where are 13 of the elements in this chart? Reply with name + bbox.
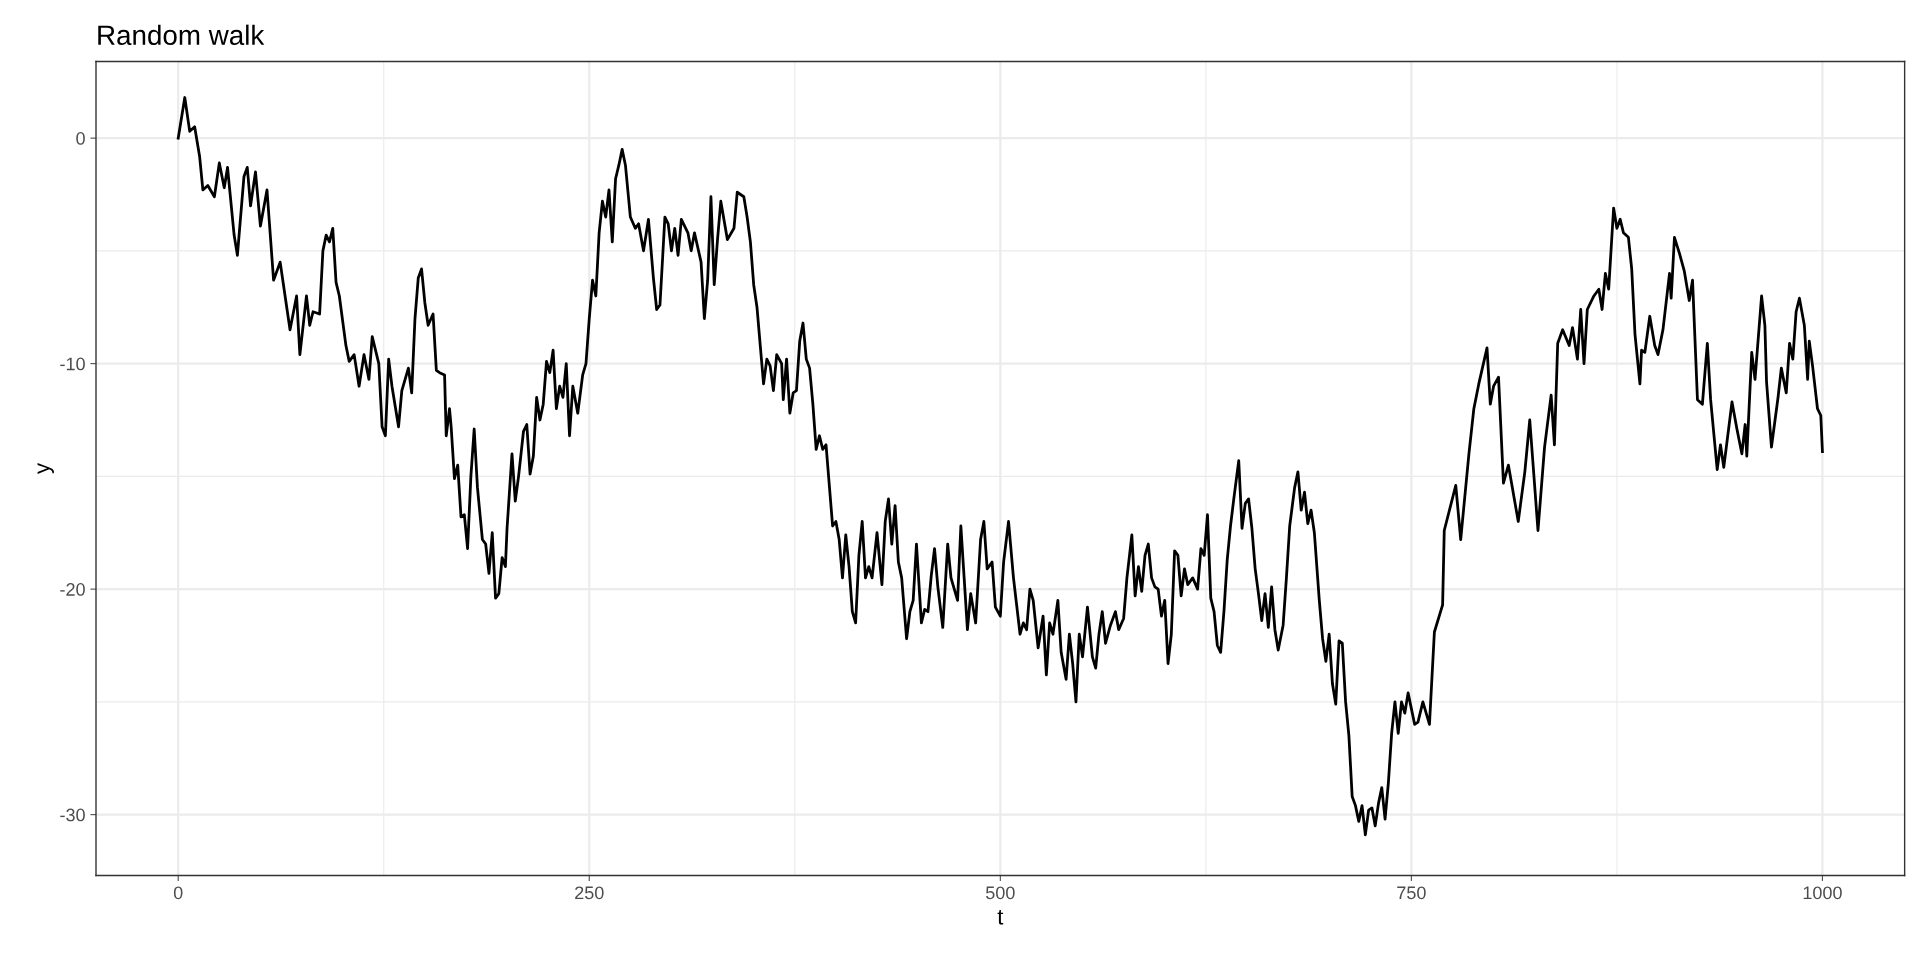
- x-tick-label: 250: [575, 886, 604, 900]
- y-axis-title: y: [37, 462, 54, 474]
- chart-title: Random walk: [98, 24, 265, 46]
- y-tick-label: 0: [76, 132, 85, 145]
- x-tick-label: 0: [173, 886, 183, 900]
- x-axis-title: t: [997, 910, 1004, 925]
- line-series: [176, 96, 1824, 837]
- y-tick-label: -20: [60, 583, 85, 596]
- y-tick-label: -10: [60, 357, 85, 371]
- x-tick-label: 1000: [1803, 886, 1842, 900]
- x-tick-label: 750: [1397, 886, 1426, 900]
- x-tick-label: 500: [985, 886, 1015, 900]
- y-tick-label: -30: [60, 808, 85, 822]
